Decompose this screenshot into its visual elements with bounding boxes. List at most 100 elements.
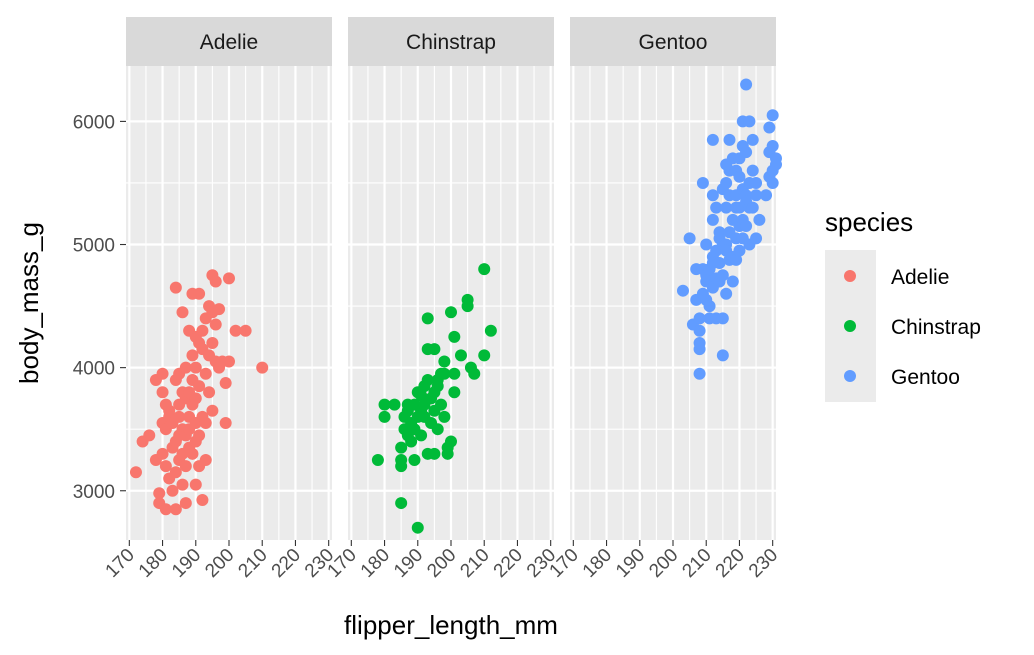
legend-items: Adelie Chinstrap Gentoo xyxy=(844,266,981,389)
facet-strip-label: Gentoo xyxy=(639,31,708,54)
data-point xyxy=(763,121,776,134)
data-point xyxy=(186,447,199,460)
data-point xyxy=(706,133,719,146)
y-axis: 3000 4000 5000 6000 xyxy=(73,112,126,503)
legend-title: species xyxy=(825,207,913,237)
data-point xyxy=(468,367,481,380)
y-tick-label: 3000 xyxy=(73,482,115,503)
data-point xyxy=(176,478,189,491)
data-point xyxy=(448,330,461,343)
data-point xyxy=(706,213,719,226)
data-point xyxy=(203,386,216,399)
data-point xyxy=(746,133,759,146)
data-point xyxy=(720,287,733,300)
data-point xyxy=(478,263,491,276)
data-point xyxy=(388,398,401,411)
data-point xyxy=(408,453,421,466)
legend-label-gentoo: Gentoo xyxy=(891,366,960,389)
data-point xyxy=(395,497,408,510)
data-point xyxy=(159,460,172,473)
data-point xyxy=(395,441,408,454)
data-point xyxy=(676,284,689,297)
data-point xyxy=(153,487,166,500)
x-tick-label: 190 xyxy=(390,545,427,582)
data-point xyxy=(733,170,746,183)
data-point xyxy=(750,232,763,245)
data-point xyxy=(478,349,491,362)
x-tick-label: 170 xyxy=(546,545,583,582)
legend: species Adelie Chinstrap Gentoo xyxy=(825,207,981,402)
data-point xyxy=(693,324,706,337)
data-point xyxy=(199,367,212,380)
data-point xyxy=(766,176,779,189)
data-point xyxy=(428,343,441,356)
legend-label-adelie: Adelie xyxy=(891,266,949,289)
data-point xyxy=(156,367,169,380)
x-tick-label: 200 xyxy=(423,545,460,582)
data-point xyxy=(186,349,199,362)
data-point xyxy=(189,392,202,405)
data-point xyxy=(176,306,189,319)
data-point xyxy=(239,324,252,337)
data-point xyxy=(421,373,434,386)
data-point xyxy=(415,429,428,442)
x-tick-label: 180 xyxy=(135,545,172,582)
data-point xyxy=(448,367,461,380)
facet-strip-label: Chinstrap xyxy=(406,31,496,54)
data-point xyxy=(710,201,723,214)
data-point xyxy=(750,189,763,202)
y-tick-label: 6000 xyxy=(73,112,115,133)
data-point xyxy=(683,232,696,245)
data-point xyxy=(454,349,467,362)
data-point xyxy=(159,503,172,516)
data-point xyxy=(378,398,391,411)
x-tick-label: 200 xyxy=(645,545,682,582)
data-point xyxy=(193,287,206,300)
data-point xyxy=(219,417,232,430)
data-point xyxy=(189,478,202,491)
x-axis-title: flipper_length_mm xyxy=(344,610,558,640)
data-point xyxy=(766,109,779,122)
data-point xyxy=(435,398,448,411)
data-point xyxy=(256,361,269,374)
data-point xyxy=(743,115,756,128)
legend-label-chinstrap: Chinstrap xyxy=(891,316,981,339)
data-point xyxy=(766,140,779,153)
data-point xyxy=(129,466,142,479)
facet-strip xyxy=(348,17,554,66)
x-tick-label: 200 xyxy=(201,545,238,582)
data-point xyxy=(206,337,219,350)
data-point xyxy=(156,447,169,460)
data-point xyxy=(693,337,706,350)
legend-key-gentoo xyxy=(844,370,856,382)
data-point xyxy=(169,466,182,479)
data-point xyxy=(196,493,209,506)
data-point xyxy=(411,521,424,534)
x-tick-label: 210 xyxy=(234,545,271,582)
data-point xyxy=(740,78,753,91)
data-point xyxy=(703,300,716,313)
data-point xyxy=(438,355,451,368)
data-point xyxy=(219,377,232,390)
y-tick-label: 5000 xyxy=(73,236,115,257)
data-point xyxy=(169,281,182,294)
facet-strip xyxy=(126,17,332,66)
data-point xyxy=(193,429,206,442)
data-point xyxy=(223,272,235,285)
x-tick-label: 210 xyxy=(456,545,493,582)
data-point xyxy=(733,244,746,257)
data-point xyxy=(746,201,759,214)
data-point xyxy=(693,312,706,325)
legend-key-adelie xyxy=(844,270,856,282)
data-point xyxy=(209,275,222,288)
data-point xyxy=(753,213,766,226)
data-point xyxy=(421,312,434,325)
data-point xyxy=(193,380,206,393)
data-point xyxy=(206,404,219,417)
data-point xyxy=(405,435,418,448)
data-point xyxy=(696,176,709,189)
x-tick-label: 170 xyxy=(324,545,361,582)
